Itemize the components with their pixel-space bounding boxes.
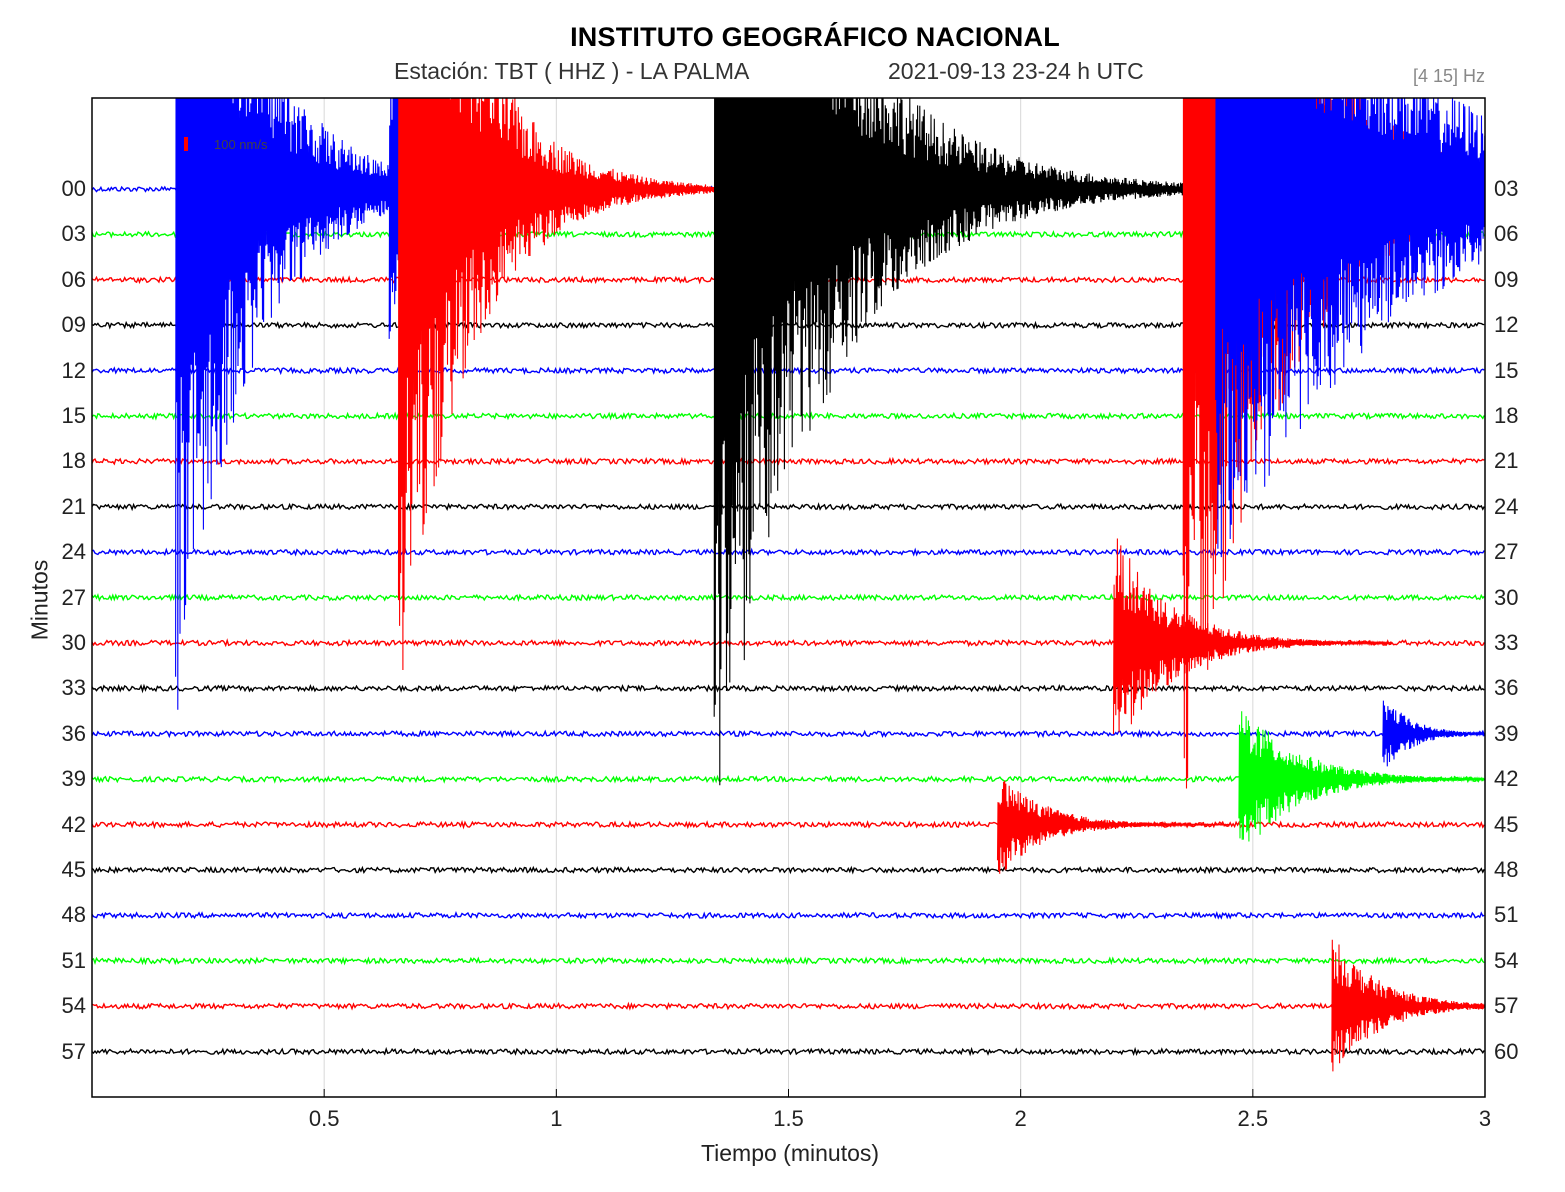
y-tick-left-51: 51 (61, 947, 86, 973)
datetime-label: 2021-09-13 23-24 h UTC (888, 58, 1144, 84)
trace-42 (92, 819, 1485, 830)
trace-21 (92, 502, 1485, 512)
y-tick-left-57: 57 (61, 1038, 86, 1064)
event-burst-8 (1331, 939, 1485, 1072)
y-tick-right-18: 18 (1494, 403, 1519, 428)
y-tick-left-42: 42 (61, 811, 86, 837)
y-tick-right-03: 03 (1494, 176, 1519, 201)
y-tick-left-06: 06 (61, 266, 86, 292)
x-axis-label: Tiempo (minutos) (700, 1140, 880, 1166)
event-burst-2 (397, 98, 724, 671)
scale-bar-label: 100 nm/s (214, 137, 268, 152)
x-tick-2: 2 (1014, 1106, 1027, 1131)
scale-bar (184, 137, 188, 151)
trace-15 (92, 411, 1485, 421)
y-tick-left-45: 45 (61, 857, 86, 882)
y-tick-left-21: 21 (61, 493, 86, 519)
y-tick-right-48: 48 (1494, 857, 1519, 882)
y-tick-left-27: 27 (61, 584, 86, 610)
trace-33 (92, 683, 1485, 694)
y-tick-right-51: 51 (1494, 902, 1519, 928)
x-tick-2.5: 2.5 (1237, 1106, 1269, 1131)
frequency-band-label: [4 15] Hz (1412, 66, 1485, 86)
y-tick-right-09: 09 (1494, 266, 1519, 292)
y-tick-left-12: 12 (61, 357, 86, 383)
trace-36 (92, 729, 1485, 739)
y-tick-left-18: 18 (61, 448, 86, 474)
y-tick-right-60: 60 (1494, 1038, 1519, 1064)
event-burst-6 (1112, 538, 1393, 735)
y-tick-right-12: 12 (1494, 312, 1519, 338)
y-tick-right-33: 33 (1494, 630, 1519, 655)
y-tick-left-24: 24 (61, 539, 86, 565)
y-tick-right-54: 54 (1494, 947, 1519, 973)
y-tick-right-21: 21 (1494, 448, 1519, 474)
y-tick-right-36: 36 (1494, 675, 1519, 701)
y-tick-left-33: 33 (61, 675, 86, 701)
x-tick-1.5: 1.5 (773, 1106, 804, 1131)
trace-57 (92, 1046, 1485, 1057)
trace-27 (92, 593, 1485, 602)
y-tick-left-03: 03 (61, 221, 86, 247)
trace-48 (92, 910, 1485, 920)
y-tick-right-15: 15 (1494, 357, 1519, 383)
y-tick-right-24: 24 (1494, 493, 1519, 519)
y-tick-right-39: 39 (1494, 720, 1519, 746)
y-tick-left-39: 39 (61, 766, 86, 792)
event-burst-3 (713, 98, 1226, 786)
plot-border (91, 97, 1486, 1098)
y-tick-right-06: 06 (1494, 221, 1519, 247)
trace-18 (92, 456, 1485, 466)
event-burst-5 (1215, 98, 1485, 558)
trace-54 (92, 1001, 1485, 1011)
traces-group (92, 98, 1485, 1072)
event-burst-7 (1238, 711, 1485, 842)
y-tick-right-42: 42 (1494, 766, 1519, 792)
x-tick-1: 1 (550, 1106, 563, 1131)
station-label: Estación: TBT ( HHZ ) - LA PALMA (394, 58, 750, 84)
x-tick-0.5: 0.5 (308, 1106, 340, 1131)
trace-51 (92, 956, 1485, 966)
y-tick-left-00: 00 (61, 176, 86, 201)
y-tick-right-27: 27 (1494, 539, 1519, 565)
y-tick-left-36: 36 (61, 720, 86, 746)
y-tick-left-15: 15 (61, 403, 86, 428)
trace-45 (92, 865, 1485, 875)
x-tick-3: 3 (1478, 1106, 1492, 1131)
y-tick-left-48: 48 (61, 902, 86, 928)
y-tick-right-57: 57 (1494, 993, 1519, 1019)
event-burst-10 (1382, 700, 1485, 767)
y-tick-left-54: 54 (61, 993, 86, 1019)
trace-24 (92, 547, 1485, 557)
y-axis-label: Minutos (26, 559, 53, 641)
event-burst-0 (175, 98, 525, 710)
y-tick-right-30: 30 (1494, 584, 1519, 610)
chart-title: INSTITUTO GEOGRÁFICO NACIONAL (570, 22, 1060, 52)
y-tick-right-45: 45 (1494, 811, 1519, 837)
y-tick-left-09: 09 (61, 312, 86, 338)
y-tick-left-30: 30 (61, 630, 86, 655)
event-burst-9 (996, 780, 1230, 874)
